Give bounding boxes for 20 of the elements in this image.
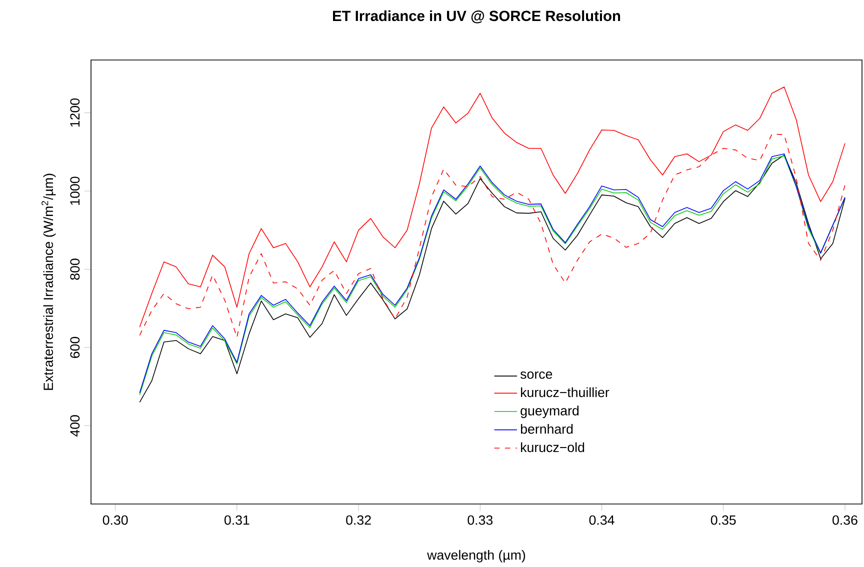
legend-label: kurucz−old	[521, 442, 584, 452]
x-tick-label: 0.36	[832, 515, 858, 525]
x-tick-label: 0.30	[102, 515, 128, 525]
y-tick-label: 600	[70, 336, 80, 358]
legend-label: kurucz−thuillier	[521, 387, 610, 398]
y-tick-label: 1200	[70, 98, 80, 127]
y-axis-title: Extraterrestrial Irradiance (W/m$^{2}$/µm)	[42, 174, 56, 390]
legend-label: bernhard	[520, 424, 573, 434]
chart-title: ET Irradiance in UV @ SORCE Resolution	[333, 10, 620, 24]
legend-label: gueymard	[520, 406, 579, 418]
y-tick-label: 1000	[70, 176, 80, 205]
x-tick-label: 0.32	[346, 515, 371, 525]
x-tick-label: 0.31	[224, 515, 250, 525]
y-tick-label: 800	[70, 258, 80, 280]
x-tick-label: 0.33	[468, 515, 493, 525]
legend-label: sorce	[520, 372, 552, 379]
x-axis-title: wavelength (µm)	[427, 550, 526, 562]
x-tick-label: 0.35	[710, 515, 736, 525]
x-tick-label: 0.34	[589, 515, 614, 525]
y-tick-label: 400	[70, 415, 80, 437]
